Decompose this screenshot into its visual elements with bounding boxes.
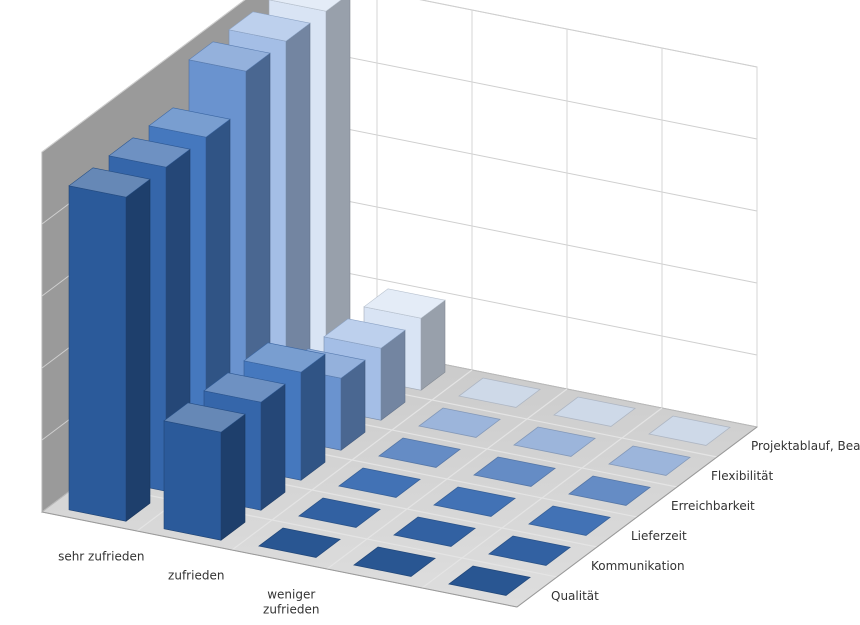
bar-projektablauf-bearbeitung-ad-hoc-aufgaben-weniger-zufrieden	[458, 377, 541, 408]
series-label-lieferzeit: Lieferzeit	[631, 529, 687, 543]
floor-line	[81, 481, 558, 578]
series-label-projektablauf-bearbeitung-ad-hoc-aufgaben: Projektablauf, Bearbeitung ad hoc Aufgab…	[751, 439, 860, 453]
bar-qualitaet-unzufrieden	[353, 546, 436, 577]
bar-erreichbarkeit-weniger-zufrieden	[378, 437, 461, 468]
series-label-flexibilitaet: Flexibilität	[711, 469, 774, 483]
bar-projektablauf-bearbeitung-ad-hoc-aufgaben-keine-angabe	[648, 415, 731, 446]
bar-kommunikation-keine-angabe	[488, 535, 571, 566]
series-label-qualitaet: Qualität	[551, 589, 599, 603]
bar-flexibilitaet-keine-angabe	[608, 445, 691, 476]
bar-erreichbarkeit-unzufrieden	[473, 456, 556, 487]
bar-qualitaet-zufrieden	[163, 402, 246, 541]
bar-lieferzeit-unzufrieden	[433, 486, 516, 517]
series-label-kommunikation: Kommunikation	[591, 559, 685, 573]
bar-flexibilitaet-unzufrieden	[513, 426, 596, 457]
bar-qualitaet-keine-angabe	[448, 565, 531, 596]
depth-axis-line	[516, 426, 758, 608]
gridline-y	[41, 0, 758, 153]
bar-qualitaet-sehr-zufrieden	[68, 167, 151, 522]
x-tick-label-weniger-zufrieden: weniger zufrieden	[263, 588, 319, 617]
bar-kommunikation-weniger-zufrieden	[298, 497, 381, 528]
bar-flexibilitaet-weniger-zufrieden	[418, 407, 501, 438]
bar-lieferzeit-keine-angabe	[528, 505, 611, 536]
series-label-erreichbarkeit: Erreichbarkeit	[671, 499, 755, 513]
depth-axis-labels: Qualität Kommunikation Lieferzeit Erreichba…	[551, 439, 860, 603]
x-axis-labels: sehr zufrieden zufrieden weniger zufrieden	[58, 550, 319, 617]
bar-kommunikation-unzufrieden	[393, 516, 476, 547]
chart-bars	[68, 0, 731, 596]
bar-erreichbarkeit-keine-angabe	[568, 475, 651, 506]
bar-projektablauf-bearbeitung-ad-hoc-aufgaben-unzufrieden	[553, 396, 636, 427]
x-tick-label-zufrieden: zufrieden	[168, 569, 224, 583]
x-axis-line	[41, 511, 518, 608]
bar-lieferzeit-weniger-zufrieden	[338, 467, 421, 498]
x-tick-label-sehr-zufrieden: sehr zufrieden	[58, 550, 144, 564]
bar-qualitaet-weniger-zufrieden	[258, 527, 341, 558]
